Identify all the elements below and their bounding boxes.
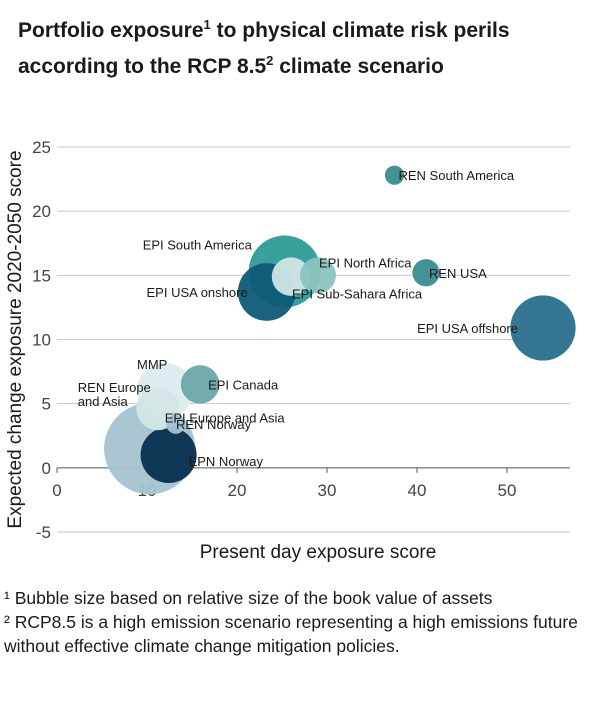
x-tick-label: 30: [318, 481, 337, 500]
bubble-epi-sub-sahara-africa: [271, 257, 311, 296]
x-tick-label: 40: [408, 481, 427, 500]
bubble-epi-canada: [180, 365, 220, 404]
bubble-epi-north-africa: [300, 257, 336, 294]
x-axis-title: Present day exposure score: [200, 542, 437, 563]
data-label-epn-norway: EPN Norway: [189, 454, 264, 469]
y-tick-label: 25: [32, 138, 51, 157]
data-label-ren-norway: REN Norway: [176, 417, 252, 432]
footnote-2: ² RCP8.5 is a high emission scenario rep…: [4, 612, 578, 656]
footnotes: ¹ Bubble size based on relative size of …: [4, 586, 590, 658]
y-tick-label: 5: [42, 395, 51, 414]
chart-title: Portfolio exposure1 to physical climate …: [18, 10, 588, 82]
bubble-epi-usa-offshore: [510, 295, 576, 361]
data-label-mmp: MMP: [137, 357, 167, 372]
data-label-epi-usa-onshore: EPI USA onshore: [147, 285, 248, 300]
y-tick-label: 10: [32, 331, 51, 350]
bubble-chart: -5051015202501020304050Present day expos…: [5, 138, 576, 563]
bubble-ren-norway: [166, 414, 186, 434]
x-tick-label: 50: [498, 481, 517, 500]
x-tick-label: 0: [52, 481, 61, 500]
chart-title-line-2: according to the RCP 8.52 climate scenar…: [18, 53, 444, 78]
bubble-epn-norway: [140, 426, 197, 484]
y-tick-label: 20: [32, 202, 51, 221]
data-label-epi-south-america: EPI South America: [143, 237, 253, 252]
x-tick-label: 20: [228, 481, 247, 500]
data-label-epi-canada: EPI Canada: [208, 377, 279, 392]
data-label-ren-usa: REN USA: [429, 266, 487, 281]
data-label-epi-sub-sahara-africa: EPI Sub-Sahara Africa: [292, 287, 423, 302]
footnote-1: ¹ Bubble size based on relative size of …: [4, 588, 493, 608]
data-label-epi-europe-and-asia: EPI Europe and Asia: [165, 411, 286, 426]
y-tick-label: -5: [36, 523, 51, 542]
data-label-ren-europe-and-asia: REN Europe and Asia: [78, 380, 151, 409]
y-axis-title: Expected change exposure 2020-2050 score: [5, 150, 26, 528]
data-label-epi-usa-offshore: EPI USA offshore: [417, 321, 518, 336]
bubble-ren-south-america: [384, 165, 405, 185]
y-tick-label: 0: [42, 459, 51, 478]
data-label-epi-north-africa: EPI North Africa: [319, 255, 412, 270]
bubble-ren-usa: [412, 259, 440, 287]
y-tick-label: 15: [32, 266, 51, 285]
data-label-ren-south-america: REN South America: [399, 168, 515, 183]
chart-title-line-1: Portfolio exposure1 to physical climate …: [18, 17, 510, 42]
